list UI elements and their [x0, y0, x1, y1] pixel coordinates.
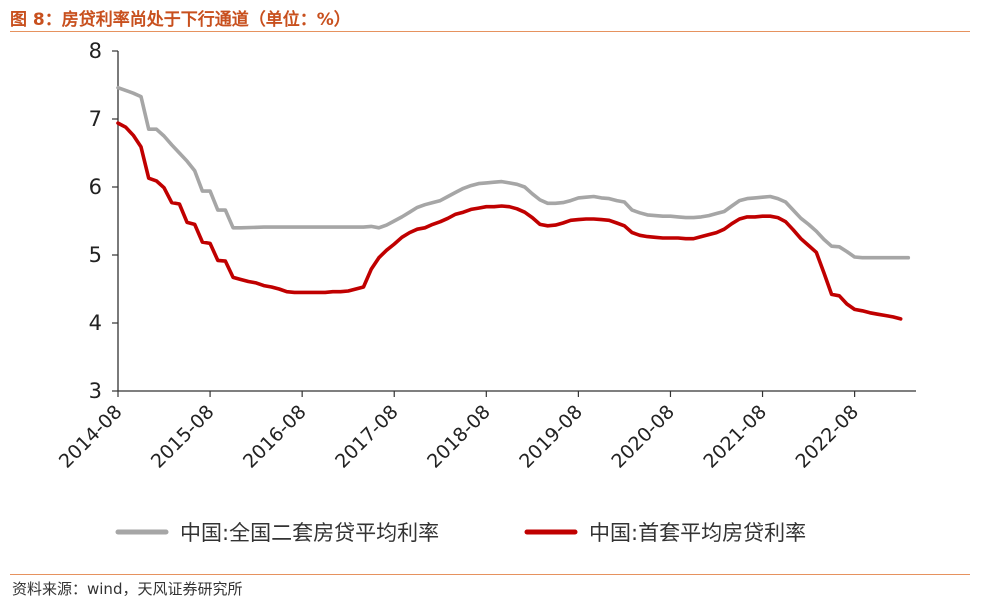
x-tick-label: 2022-08	[791, 401, 863, 473]
series-lines	[116, 85, 911, 321]
axes	[117, 51, 916, 392]
y-tick-label: 4	[89, 311, 102, 335]
page-title: 图 8：房贷利率尚处于下行通道（单位：%）	[10, 10, 351, 30]
legend: 中国:全国二套房贷平均利率 中国:首套平均房贷利率	[115, 521, 806, 545]
x-tick-label: 2014-08	[55, 401, 127, 473]
x-tick-label: 2019-08	[515, 401, 587, 473]
y-tick-label: 5	[89, 243, 102, 267]
x-tick-label: 2018-08	[423, 401, 495, 473]
x-tick-label: 2017-08	[331, 401, 403, 473]
title-divider	[10, 31, 970, 32]
y-tick-label: 8	[89, 39, 102, 63]
legend-label-1: 中国:全国二套房贷平均利率	[180, 521, 439, 545]
series-line-1	[116, 85, 911, 260]
legend-label-2: 中国:首套平均房贷利率	[589, 521, 806, 545]
footer-divider	[10, 574, 970, 575]
y-tick-label: 6	[89, 175, 102, 199]
y-tick-label: 3	[89, 379, 102, 403]
source-note: 资料来源：wind，天风证券研究所	[12, 580, 243, 598]
series-line-2	[116, 121, 903, 321]
line-chart: 3 4 5 6 7 8 2014-08 2015-08 2016-08 2017-08 2018-…	[55, 39, 916, 545]
x-axis: 2014-08 2015-08 2016-08 2017-08 2018-08 2019-…	[55, 391, 863, 473]
y-tick-label: 7	[89, 107, 102, 131]
x-tick-label: 2016-08	[239, 401, 311, 473]
x-tick-label: 2020-08	[607, 401, 679, 473]
x-tick-label: 2021-08	[699, 401, 771, 473]
y-axis: 3 4 5 6 7 8	[89, 39, 118, 403]
x-tick-label: 2015-08	[147, 401, 219, 473]
